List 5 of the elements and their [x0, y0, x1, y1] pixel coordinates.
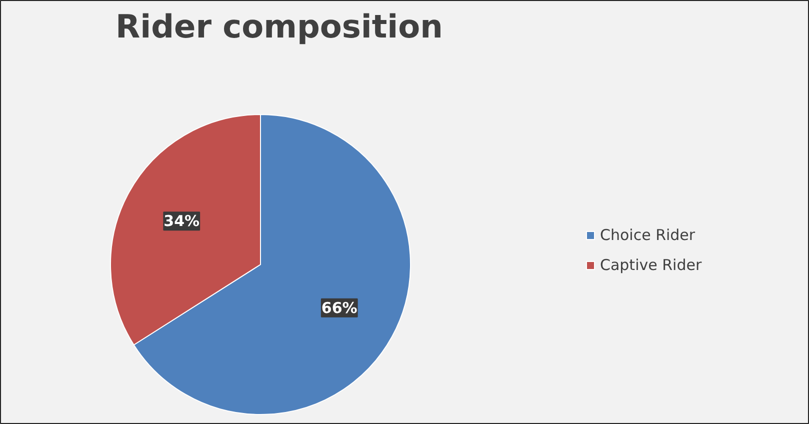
legend-label: Captive Rider: [600, 256, 702, 274]
data-label: 66%: [321, 298, 358, 317]
chart-title: Rider composition: [116, 8, 443, 46]
legend-label: Choice Rider: [600, 226, 696, 244]
data-label: 34%: [164, 212, 200, 230]
